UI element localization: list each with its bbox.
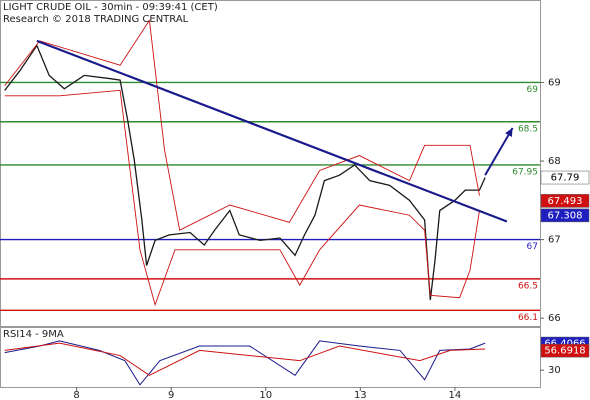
level-label: 66.5 (518, 281, 538, 291)
x-tick-label: 10 (259, 390, 272, 400)
x-tick-label: 9 (168, 390, 174, 400)
price-tag-label: 67.308 (548, 210, 583, 221)
plot-frame (0, 327, 541, 388)
y-tick-label: 69 (548, 77, 561, 88)
y-tick-label: 68 (548, 156, 561, 167)
plot-frame (0, 0, 541, 327)
level-label: 68.5 (518, 124, 538, 134)
series-line (4, 342, 486, 376)
arrow-shaft (484, 127, 514, 176)
price-tag-label: 56.6918 (544, 346, 585, 357)
price-tag-label: 67.79 (551, 173, 580, 184)
x-tick-label: 14 (449, 390, 462, 400)
arrow-head (505, 128, 513, 138)
level-label: 69 (527, 85, 539, 95)
x-tick-label: 13 (354, 390, 367, 400)
price-tag (540, 170, 590, 185)
trendline (36, 39, 508, 223)
price-tag (540, 343, 590, 358)
series-line (4, 19, 480, 231)
series-line (4, 340, 486, 386)
chart-title: LIGHT CRUDE OIL - 30min - 09:39:41 (CET) (3, 2, 218, 13)
level-label: 67.95 (512, 167, 538, 177)
series-line (4, 89, 480, 307)
chart-subtitle: Research © 2018 TRADING CENTRAL (3, 14, 189, 25)
price-tag (540, 208, 590, 223)
y-tick-label: 66 (548, 313, 561, 324)
level-label: 66.1 (518, 313, 538, 323)
y-tick-label: 30 (548, 365, 561, 376)
y-tick-label: 67 (548, 235, 561, 246)
price-tag (540, 194, 590, 208)
level-label: 67 (527, 242, 538, 252)
price-tag-label: 67.493 (548, 196, 583, 207)
x-tick-label: 8 (73, 390, 79, 400)
chart-title: RSI14 - 9MA (3, 329, 64, 340)
